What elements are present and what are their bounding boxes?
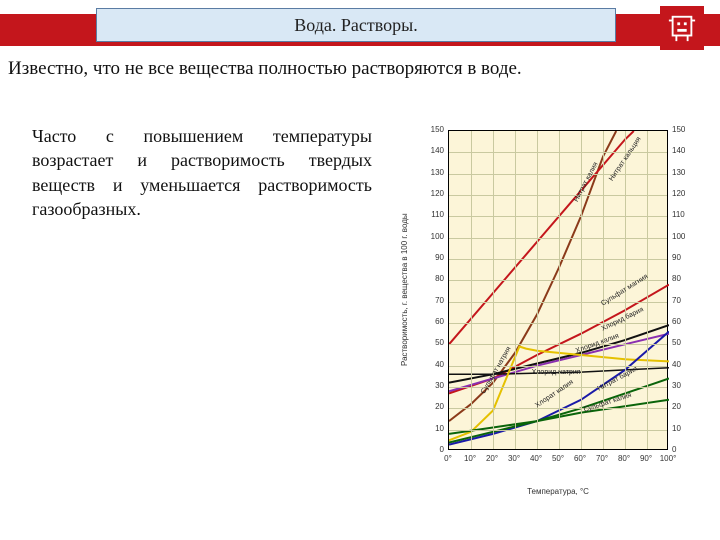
x-tick: 50° [546,454,570,463]
x-tick: 90° [634,454,658,463]
intro-text: Известно, что не все вещества полностью … [8,58,712,80]
y-tick: 80 [672,274,700,283]
y-tick: 90 [672,253,700,262]
x-tick: 0° [436,454,460,463]
curve-label: Хлорид натрия [532,369,581,376]
solubility-chart: Растворимость, г. вещества в 100 г. воды… [400,120,700,500]
y-tick: 120 [672,189,700,198]
y-tick: 130 [416,168,444,177]
y-tick: 20 [416,402,444,411]
x-tick: 40° [524,454,548,463]
y-tick: 50 [416,338,444,347]
y-tick: 150 [672,125,700,134]
x-tick: 10° [458,454,482,463]
y-tick: 120 [416,189,444,198]
x-tick: 60° [568,454,592,463]
y-tick: 140 [416,146,444,155]
y-tick: 110 [416,210,444,219]
x-tick: 70° [590,454,614,463]
x-axis-label: Температура, °С [448,487,668,496]
logo-icon [667,13,697,43]
logo [660,6,704,50]
y-tick: 40 [672,360,700,369]
y-tick: 70 [416,296,444,305]
y-tick: 110 [672,210,700,219]
title-text: Вода. Растворы. [294,15,417,36]
y-tick: 90 [416,253,444,262]
y-tick: 0 [672,445,700,454]
x-tick: 30° [502,454,526,463]
y-tick: 70 [672,296,700,305]
chart-plot-area [448,130,668,450]
y-tick: 150 [416,125,444,134]
y-tick: 20 [672,402,700,411]
y-tick: 80 [416,274,444,283]
y-tick: 40 [416,360,444,369]
y-axis-label: Растворимость, г. вещества в 100 г. воды [400,170,414,410]
y-tick: 140 [672,146,700,155]
y-tick: 10 [672,424,700,433]
y-tick: 130 [672,168,700,177]
body-text: Часто с повышением температуры возрастае… [32,124,372,221]
y-tick: 50 [672,338,700,347]
y-tick: 100 [672,232,700,241]
y-tick: 10 [416,424,444,433]
x-tick: 80° [612,454,636,463]
x-tick: 100° [656,454,680,463]
x-tick: 20° [480,454,504,463]
y-tick: 30 [672,381,700,390]
page-title: Вода. Растворы. [96,8,616,42]
y-tick: 60 [672,317,700,326]
y-tick: 60 [416,317,444,326]
y-tick: 30 [416,381,444,390]
y-tick: 100 [416,232,444,241]
y-tick: 0 [416,445,444,454]
